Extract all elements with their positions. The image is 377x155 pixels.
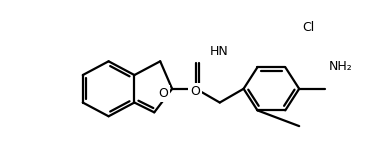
Text: O: O xyxy=(158,87,168,100)
Text: O: O xyxy=(190,85,200,98)
Text: HN: HN xyxy=(209,45,228,58)
Text: Cl: Cl xyxy=(302,21,314,34)
Text: NH₂: NH₂ xyxy=(329,60,353,73)
